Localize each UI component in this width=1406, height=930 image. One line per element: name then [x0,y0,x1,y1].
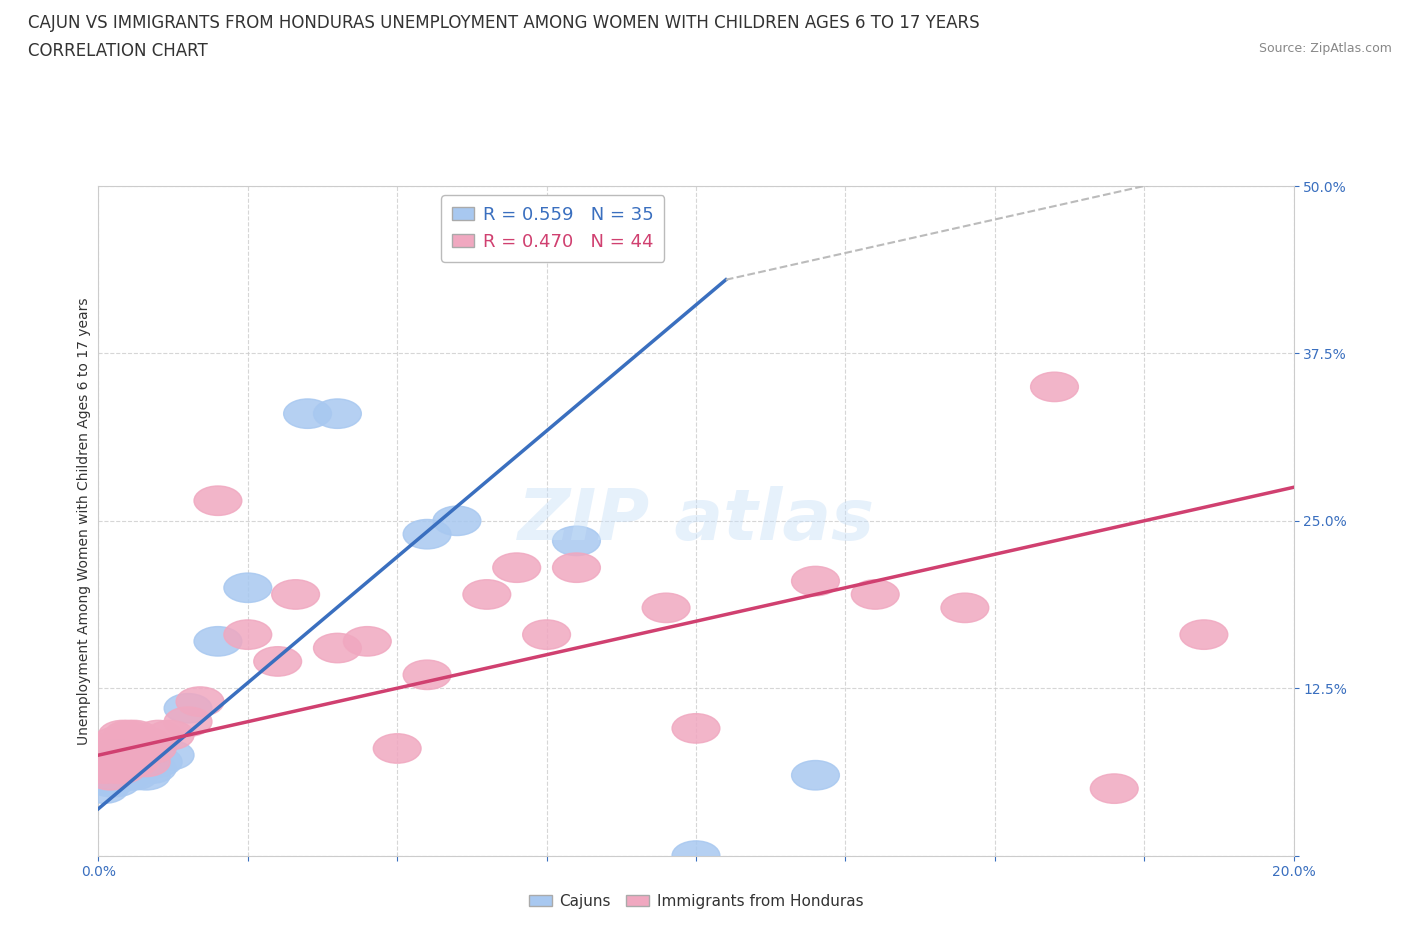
Text: CORRELATION CHART: CORRELATION CHART [28,42,208,60]
Ellipse shape [254,646,301,676]
Text: ZIP atlas: ZIP atlas [517,486,875,555]
Y-axis label: Unemployment Among Women with Children Ages 6 to 17 years: Unemployment Among Women with Children A… [77,297,91,745]
Ellipse shape [104,721,152,750]
Ellipse shape [1180,620,1227,649]
Ellipse shape [117,747,165,777]
Ellipse shape [80,774,128,804]
Ellipse shape [98,740,146,770]
Ellipse shape [80,747,128,777]
Ellipse shape [135,721,183,750]
Ellipse shape [98,754,146,783]
Ellipse shape [111,761,159,790]
Ellipse shape [1091,774,1139,804]
Ellipse shape [122,727,170,756]
Ellipse shape [1031,372,1078,402]
Ellipse shape [98,721,146,750]
Ellipse shape [404,520,451,549]
Ellipse shape [104,754,152,783]
Ellipse shape [93,761,141,790]
Ellipse shape [117,754,165,783]
Ellipse shape [98,754,146,783]
Ellipse shape [80,754,128,783]
Ellipse shape [224,620,271,649]
Ellipse shape [98,734,146,764]
Ellipse shape [98,761,146,790]
Ellipse shape [135,747,183,777]
Ellipse shape [93,747,141,777]
Ellipse shape [87,740,135,770]
Ellipse shape [852,579,900,609]
Text: CAJUN VS IMMIGRANTS FROM HONDURAS UNEMPLOYMENT AMONG WOMEN WITH CHILDREN AGES 6 : CAJUN VS IMMIGRANTS FROM HONDURAS UNEMPL… [28,14,980,32]
Ellipse shape [111,734,159,764]
Ellipse shape [553,526,600,555]
Ellipse shape [553,553,600,582]
Ellipse shape [104,761,152,790]
Ellipse shape [672,841,720,870]
Ellipse shape [463,579,510,609]
Ellipse shape [87,754,135,783]
Ellipse shape [128,754,176,783]
Ellipse shape [224,573,271,603]
Ellipse shape [314,633,361,663]
Ellipse shape [93,727,141,756]
Ellipse shape [93,767,141,797]
Ellipse shape [374,734,422,764]
Ellipse shape [122,747,170,777]
Ellipse shape [941,593,988,622]
Ellipse shape [404,660,451,689]
Ellipse shape [194,486,242,515]
Ellipse shape [792,761,839,790]
Ellipse shape [117,734,165,764]
Ellipse shape [792,566,839,596]
Ellipse shape [146,721,194,750]
Ellipse shape [104,734,152,764]
Ellipse shape [343,627,391,656]
Ellipse shape [433,506,481,536]
Ellipse shape [643,593,690,622]
Ellipse shape [93,740,141,770]
Ellipse shape [523,620,571,649]
Legend: Cajuns, Immigrants from Honduras: Cajuns, Immigrants from Honduras [523,888,869,915]
Ellipse shape [165,694,212,723]
Ellipse shape [87,740,135,770]
Ellipse shape [111,754,159,783]
Ellipse shape [93,754,141,783]
Ellipse shape [165,707,212,737]
Ellipse shape [271,579,319,609]
Ellipse shape [314,399,361,429]
Ellipse shape [87,767,135,797]
Ellipse shape [93,740,141,770]
Ellipse shape [284,399,332,429]
Ellipse shape [176,687,224,716]
Ellipse shape [98,747,146,777]
Ellipse shape [122,761,170,790]
Ellipse shape [80,734,128,764]
Ellipse shape [111,747,159,777]
Ellipse shape [146,740,194,770]
Ellipse shape [80,761,128,790]
Ellipse shape [672,713,720,743]
Ellipse shape [111,721,159,750]
Text: Source: ZipAtlas.com: Source: ZipAtlas.com [1258,42,1392,55]
Ellipse shape [104,747,152,777]
Ellipse shape [194,627,242,656]
Ellipse shape [104,747,152,777]
Ellipse shape [128,734,176,764]
Ellipse shape [87,761,135,790]
Ellipse shape [494,553,541,582]
